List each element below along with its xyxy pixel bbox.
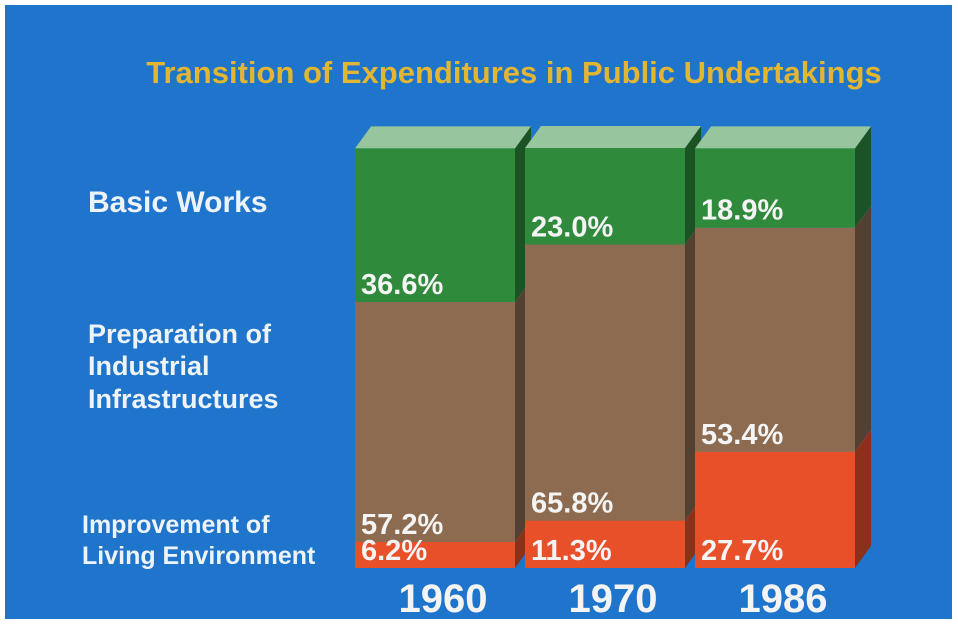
legend-label: Basic Works [88,186,268,219]
bar-side [855,429,871,568]
value-label: 27.7% [701,535,783,567]
legend-label: Improvement of Living Environment [82,511,316,571]
x-tick-label: 1960 [399,577,488,621]
legend-label: Preparation of Industrial Infrastructure… [88,319,279,414]
bar [525,520,685,568]
bar-side [855,205,871,452]
bar [355,301,515,542]
chart-title: Transition of Expenditures in Public Und… [146,55,882,90]
bar-top [355,126,531,149]
value-label: 23.0% [531,212,613,244]
bar [355,541,515,568]
x-tick-label: 1970 [569,577,658,621]
value-label: 57.2% [361,509,443,541]
value-label: 11.3% [531,535,612,567]
bar-side [855,126,871,228]
x-tick-label: 1986 [739,577,828,621]
value-label: 6.2% [361,535,427,567]
bar-top [525,126,701,148]
bar [695,227,855,452]
bar [525,244,685,521]
value-label: 65.8% [531,488,613,520]
bar [695,148,855,228]
value-label: 18.9% [701,195,783,227]
bar [355,148,515,302]
bar [695,451,855,568]
value-label: 53.4% [701,419,783,451]
bar-top [695,126,871,149]
value-label: 36.6% [361,269,443,301]
bar [525,148,685,245]
